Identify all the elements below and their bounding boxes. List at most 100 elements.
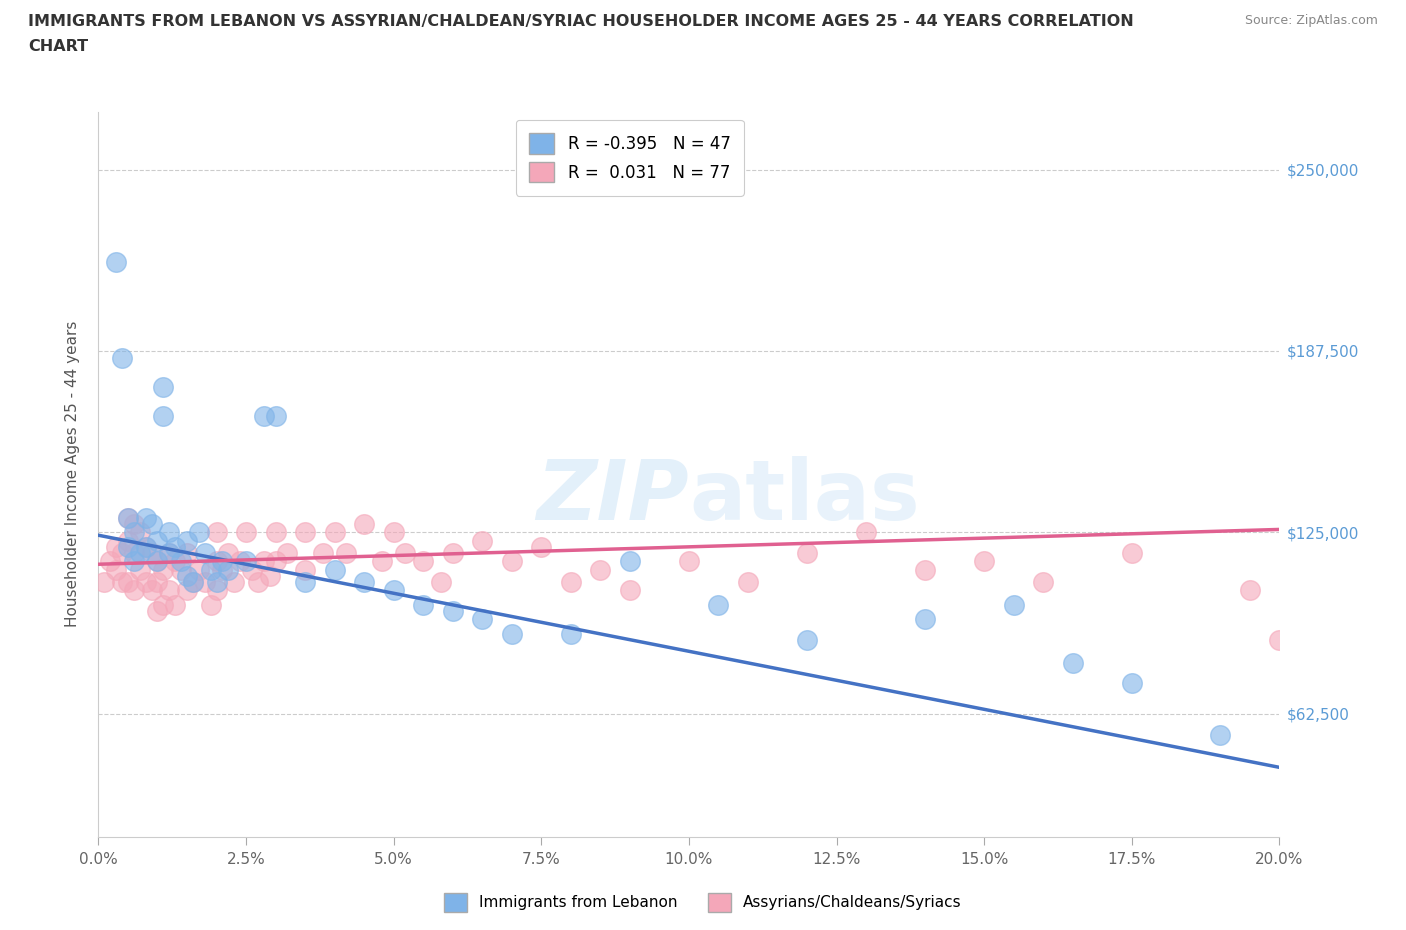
Point xyxy=(122,525,145,539)
Point xyxy=(217,563,239,578)
Point xyxy=(165,597,187,612)
Point xyxy=(141,545,163,560)
Point xyxy=(1239,583,1261,598)
Text: CHART: CHART xyxy=(28,39,89,54)
Point xyxy=(235,554,257,569)
Point xyxy=(122,583,145,598)
Point xyxy=(211,563,233,578)
Point xyxy=(187,525,209,539)
Point xyxy=(152,409,174,424)
Point xyxy=(128,545,150,560)
Point xyxy=(176,583,198,598)
Point xyxy=(560,627,582,642)
Point xyxy=(1121,545,1143,560)
Point xyxy=(530,539,553,554)
Point xyxy=(181,574,204,589)
Point xyxy=(146,604,169,618)
Point xyxy=(382,525,405,539)
Point xyxy=(165,539,187,554)
Point xyxy=(707,597,730,612)
Text: atlas: atlas xyxy=(689,456,920,537)
Point xyxy=(135,511,157,525)
Point xyxy=(229,554,252,569)
Point xyxy=(128,525,150,539)
Point xyxy=(176,534,198,549)
Y-axis label: Householder Income Ages 25 - 44 years: Householder Income Ages 25 - 44 years xyxy=(65,321,80,628)
Legend: R = -0.395   N = 47, R =  0.031   N = 77: R = -0.395 N = 47, R = 0.031 N = 77 xyxy=(516,120,744,195)
Point xyxy=(122,545,145,560)
Point xyxy=(176,545,198,560)
Point xyxy=(335,545,357,560)
Point xyxy=(122,554,145,569)
Legend: Immigrants from Lebanon, Assyrians/Chaldeans/Syriacs: Immigrants from Lebanon, Assyrians/Chald… xyxy=(437,887,969,918)
Point xyxy=(560,574,582,589)
Point xyxy=(678,554,700,569)
Point xyxy=(105,539,128,554)
Point xyxy=(796,545,818,560)
Text: ZIP: ZIP xyxy=(536,456,689,537)
Point xyxy=(1121,676,1143,691)
Point xyxy=(430,574,453,589)
Point xyxy=(1268,632,1291,647)
Text: Source: ZipAtlas.com: Source: ZipAtlas.com xyxy=(1244,14,1378,27)
Point xyxy=(205,554,228,569)
Point xyxy=(146,574,169,589)
Point xyxy=(205,574,228,589)
Point xyxy=(176,568,198,583)
Point xyxy=(152,597,174,612)
Point xyxy=(128,563,150,578)
Point xyxy=(117,511,139,525)
Point xyxy=(205,583,228,598)
Point xyxy=(111,574,134,589)
Point xyxy=(117,511,139,525)
Point xyxy=(135,539,157,554)
Point xyxy=(122,516,145,531)
Point xyxy=(371,554,394,569)
Point xyxy=(394,545,416,560)
Point xyxy=(441,604,464,618)
Point xyxy=(146,554,169,569)
Point xyxy=(973,554,995,569)
Point xyxy=(246,574,269,589)
Point xyxy=(141,516,163,531)
Point xyxy=(276,545,298,560)
Point xyxy=(157,545,180,560)
Point xyxy=(1062,656,1084,671)
Point xyxy=(259,568,281,583)
Point xyxy=(264,525,287,539)
Point xyxy=(1002,597,1025,612)
Point xyxy=(412,554,434,569)
Point xyxy=(165,554,187,569)
Point xyxy=(157,583,180,598)
Point xyxy=(146,534,169,549)
Point xyxy=(93,574,115,589)
Point xyxy=(382,583,405,598)
Point xyxy=(111,545,134,560)
Point xyxy=(181,574,204,589)
Point xyxy=(353,516,375,531)
Point xyxy=(235,525,257,539)
Point xyxy=(323,525,346,539)
Point xyxy=(111,351,134,365)
Point xyxy=(135,574,157,589)
Point xyxy=(264,554,287,569)
Point xyxy=(471,612,494,627)
Point xyxy=(217,545,239,560)
Point xyxy=(205,525,228,539)
Point xyxy=(200,563,222,578)
Point xyxy=(323,563,346,578)
Point xyxy=(294,563,316,578)
Point xyxy=(152,379,174,394)
Point xyxy=(224,574,246,589)
Point xyxy=(796,632,818,647)
Point xyxy=(253,409,276,424)
Point xyxy=(194,574,217,589)
Point xyxy=(152,563,174,578)
Text: IMMIGRANTS FROM LEBANON VS ASSYRIAN/CHALDEAN/SYRIAC HOUSEHOLDER INCOME AGES 25 -: IMMIGRANTS FROM LEBANON VS ASSYRIAN/CHAL… xyxy=(28,14,1133,29)
Point xyxy=(105,563,128,578)
Point xyxy=(855,525,877,539)
Point xyxy=(412,597,434,612)
Point xyxy=(157,525,180,539)
Point xyxy=(141,583,163,598)
Point xyxy=(157,545,180,560)
